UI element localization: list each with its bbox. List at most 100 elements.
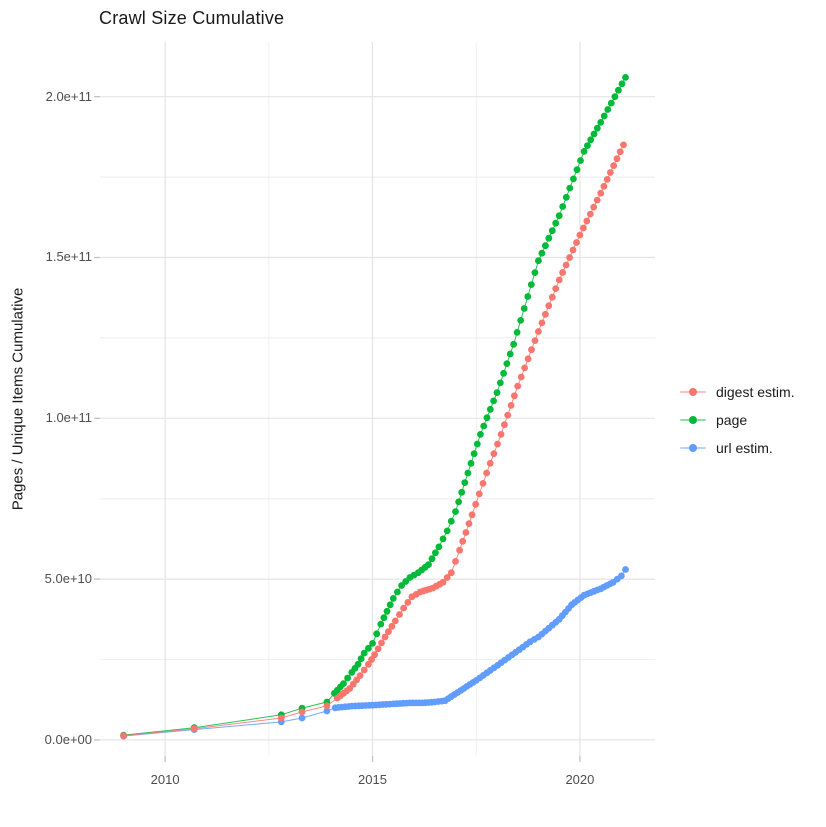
- data-point-digest: [528, 346, 535, 354]
- data-point-digest: [555, 276, 563, 284]
- data-point-page: [562, 193, 570, 201]
- data-point-page: [548, 227, 556, 235]
- data-point-digest: [586, 210, 594, 218]
- data-point-digest: [607, 169, 614, 176]
- data-point-page: [486, 405, 494, 413]
- data-point-page: [517, 317, 525, 324]
- data-point-page: [545, 234, 553, 242]
- legend-item-page: page: [679, 406, 795, 434]
- legend-label-url: url estim.: [716, 440, 773, 456]
- data-point-digest: [580, 224, 587, 232]
- data-point-digest: [190, 725, 198, 733]
- data-point-digest: [511, 392, 518, 400]
- data-point-digest: [562, 261, 570, 269]
- data-point-page: [584, 142, 591, 150]
- data-point-page: [570, 175, 577, 183]
- data-point-page: [464, 469, 472, 477]
- data-point-page: [590, 130, 598, 138]
- data-point-page: [470, 450, 478, 458]
- data-point-url: [622, 566, 629, 573]
- data-point-digest: [535, 328, 542, 335]
- data-point-digest: [452, 558, 459, 565]
- data-point-page: [535, 257, 542, 265]
- digest-legend-key-icon: [679, 385, 707, 399]
- data-point-page: [365, 644, 372, 652]
- data-point-page: [593, 124, 601, 132]
- data-point-digest: [593, 196, 601, 204]
- data-point-digest: [583, 217, 591, 225]
- data-point-page: [369, 640, 376, 647]
- data-point-digest: [559, 269, 566, 276]
- data-point-page: [473, 440, 481, 448]
- data-point-page: [439, 535, 447, 543]
- data-point-digest: [548, 293, 556, 301]
- data-point-digest: [360, 666, 368, 674]
- data-point-page: [357, 655, 365, 663]
- y-tick-label: 1.5e+11: [45, 249, 92, 265]
- data-point-digest: [590, 203, 598, 211]
- x-tick-label: 2020: [565, 772, 595, 787]
- data-point-digest: [573, 239, 580, 246]
- data-point-digest: [497, 431, 505, 438]
- legend-label-page: page: [716, 412, 748, 428]
- data-point-page: [538, 249, 546, 257]
- data-point-digest: [475, 490, 483, 498]
- data-point-page: [458, 488, 466, 496]
- data-point-digest: [298, 708, 306, 716]
- data-point-digest: [517, 373, 525, 381]
- data-point-page: [480, 422, 488, 430]
- data-point-page: [520, 305, 528, 312]
- data-point-digest: [504, 411, 512, 419]
- data-point-page: [490, 397, 497, 405]
- data-point-digest: [277, 714, 285, 722]
- data-point-page: [377, 620, 385, 628]
- data-point-page: [386, 601, 394, 609]
- data-point-page: [577, 157, 584, 164]
- page-legend-key-icon: [679, 413, 707, 427]
- data-point-page: [432, 549, 439, 557]
- data-point-page: [500, 369, 507, 377]
- data-point-digest: [507, 402, 515, 409]
- data-point-page: [618, 80, 626, 88]
- x-tick-label: 2010: [150, 772, 180, 787]
- data-point-page: [452, 508, 459, 515]
- data-point-page: [496, 379, 504, 387]
- data-point-digest: [371, 651, 378, 659]
- data-point-digest: [459, 537, 467, 545]
- data-point-page: [607, 99, 615, 107]
- data-point-page: [344, 674, 351, 682]
- data-point-digest: [524, 355, 532, 363]
- chart-title: Crawl Size Cumulative: [99, 8, 285, 28]
- data-point-page: [354, 660, 362, 668]
- data-point-page: [513, 329, 521, 336]
- series-line-page: [123, 77, 626, 736]
- x-tick-label: 2015: [358, 772, 387, 787]
- legend-item-digest: digest estim.: [679, 378, 795, 406]
- data-point-page: [566, 184, 574, 192]
- data-point-digest: [443, 574, 451, 581]
- data-point-page: [503, 360, 511, 367]
- data-point-page: [389, 595, 397, 602]
- data-point-page: [461, 479, 469, 486]
- data-point-page: [483, 414, 491, 422]
- data-point-digest: [396, 611, 403, 618]
- legend: digest estim. page url estim.: [679, 378, 795, 462]
- data-point-page: [580, 148, 588, 155]
- data-point-url: [298, 714, 306, 722]
- data-point-page: [443, 527, 451, 535]
- data-point-page: [360, 649, 368, 657]
- data-point-page: [455, 498, 462, 506]
- data-point-digest: [616, 148, 624, 156]
- data-point-digest: [385, 628, 392, 635]
- data-point-digest: [404, 599, 412, 606]
- data-point-digest: [542, 310, 549, 318]
- data-point-digest: [514, 382, 522, 390]
- data-point-digest: [378, 639, 385, 647]
- data-point-digest: [486, 459, 494, 467]
- data-point-digest: [545, 302, 553, 310]
- data-point-page: [531, 269, 539, 276]
- data-point-digest: [566, 254, 573, 261]
- legend-item-url: url estim.: [679, 434, 795, 462]
- data-point-digest: [610, 162, 618, 170]
